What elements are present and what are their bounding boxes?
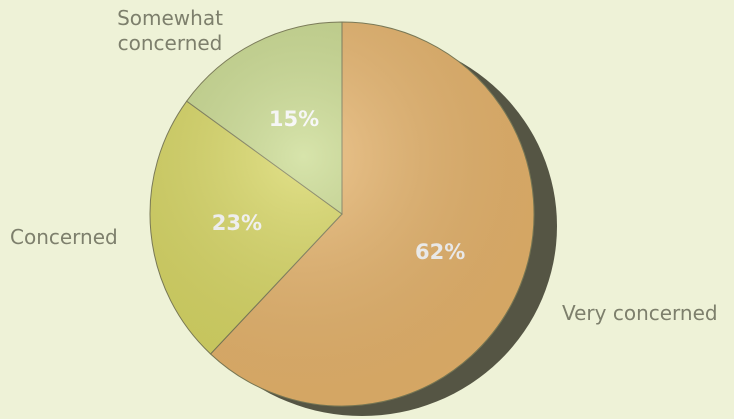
slice-label: Somewhat concerned: [117, 6, 223, 55]
slice-label: Concerned: [10, 225, 118, 249]
slice-value-label: 15%: [269, 107, 319, 131]
slice-value-label: 23%: [212, 211, 262, 235]
slice-value-label: 62%: [415, 240, 465, 264]
slice-label: Very concerned: [562, 301, 718, 325]
